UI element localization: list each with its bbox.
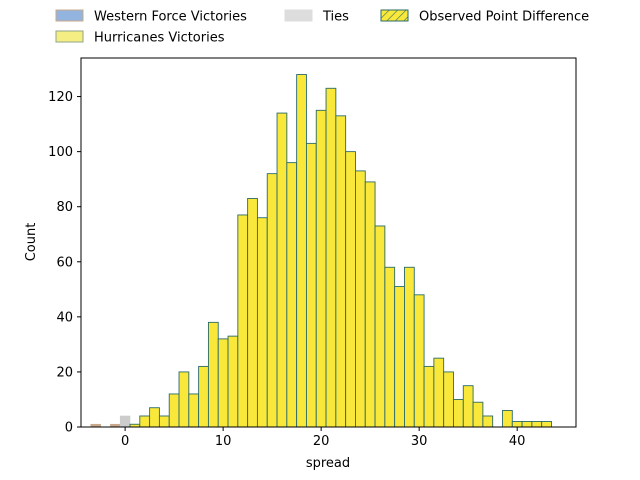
bar: [394, 286, 405, 428]
bar: [247, 197, 258, 428]
bar: [237, 214, 249, 428]
bar: [335, 115, 347, 428]
bar: [443, 371, 454, 428]
y-axis-label: Count: [24, 223, 39, 262]
legend-swatch: [55, 9, 84, 22]
bar: [276, 112, 288, 428]
bar: [364, 181, 376, 428]
bar: [217, 338, 229, 428]
legend-swatch-hatch: [380, 9, 409, 22]
bar: [198, 365, 209, 428]
bar: [345, 151, 356, 428]
bar: [296, 74, 307, 428]
bar: [462, 385, 474, 428]
bar: [119, 415, 131, 428]
y-tick-label: 100: [48, 145, 73, 160]
bar: [423, 365, 435, 428]
y-tick-label: 0: [65, 421, 73, 436]
x-tick-label: 10: [215, 434, 232, 449]
bar: [286, 162, 298, 428]
plot-frame: [80, 57, 577, 428]
bar: [404, 266, 415, 428]
bar: [266, 173, 278, 428]
y-tick-label: 60: [56, 255, 73, 270]
bar: [188, 393, 200, 428]
x-tick-label: 0: [121, 434, 129, 449]
x-tick-label: 40: [509, 434, 526, 449]
legend-swatch: [284, 9, 313, 22]
bar: [453, 399, 464, 428]
bar: [325, 87, 337, 428]
bar: [384, 266, 396, 428]
bar: [149, 407, 160, 428]
bar: [227, 335, 239, 428]
bar: [256, 217, 268, 428]
x-tick-label: 20: [313, 434, 330, 449]
bar: [178, 371, 190, 428]
y-tick-label: 40: [56, 310, 73, 325]
x-axis: 0 10 20 30 40: [121, 427, 525, 449]
bar: [315, 109, 327, 428]
x-axis-label: spread: [306, 456, 350, 471]
legend-swatch: [55, 30, 84, 43]
bar: [355, 170, 366, 428]
bar: [472, 401, 484, 428]
bar: [413, 294, 425, 428]
bar: [521, 421, 533, 428]
bars-group: [90, 74, 552, 428]
bar: [158, 415, 170, 428]
legend-label: Observed Point Difference: [419, 10, 589, 25]
bar: [502, 410, 513, 428]
legend: Western Force Victories Hurricanes Victor…: [55, 9, 589, 46]
legend-label: Western Force Victories: [94, 10, 247, 25]
y-tick-label: 120: [48, 90, 73, 105]
legend-label: Hurricanes Victories: [94, 31, 225, 46]
legend-label: Ties: [322, 10, 349, 25]
bar: [433, 357, 445, 428]
bar: [168, 393, 180, 428]
bar: [139, 415, 151, 428]
bar: [531, 421, 543, 428]
bar: [511, 421, 523, 428]
bar: [207, 321, 219, 428]
bar: [306, 142, 317, 428]
bar: [541, 421, 552, 428]
bar: [374, 225, 386, 428]
y-tick-label: 20: [56, 365, 73, 380]
x-tick-label: 30: [411, 434, 428, 449]
y-tick-label: 80: [56, 200, 73, 215]
bar: [482, 415, 494, 428]
y-axis: 0 20 40 60 80 100 120: [48, 90, 81, 436]
